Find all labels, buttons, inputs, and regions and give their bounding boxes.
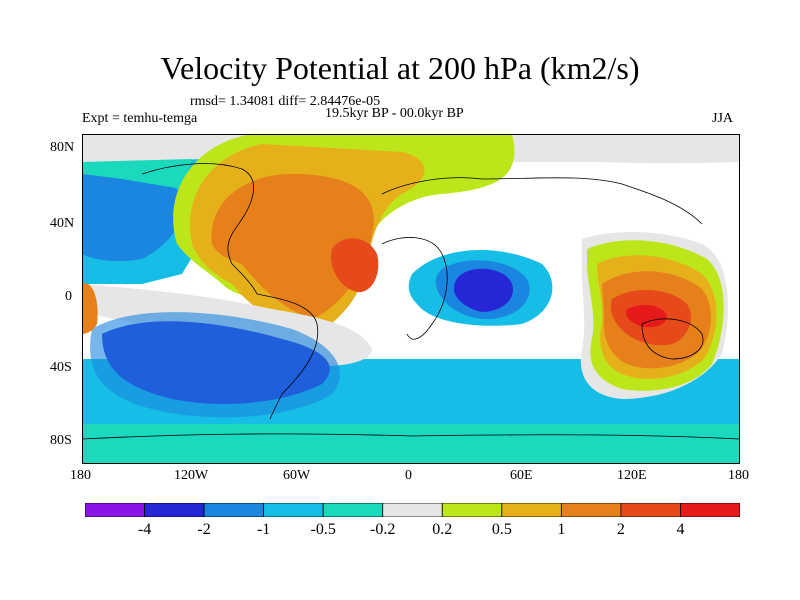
x-tick-120e: 120E [617,468,647,483]
colorbar-swatch [441,503,503,517]
colorbar-swatch [382,503,443,517]
colorbar-swatch [203,503,265,517]
x-tick-180w: 180 [70,468,91,483]
page-title: Velocity Potential at 200 hPa (km2/s) [160,50,640,86]
australia-coast [641,318,704,360]
south-pacific-blue-halo [90,312,340,418]
antarctic-band [82,424,740,464]
colorbar-label: -1 [256,521,271,538]
coastlines [82,163,740,440]
colorbar-label: -0.2 [370,521,396,538]
period-label: 19.5kyr BP - 00.0kyr BP [325,106,464,121]
positive-orange-core [211,174,374,319]
pacific-blue-region [82,164,185,262]
y-tick-80n: 80N [50,140,75,155]
colorbar-label: 0.5 [491,521,512,538]
dateline-orange [82,283,98,334]
map-border [82,134,740,464]
y-tick-40n: 40N [50,216,75,231]
y-tick-40s: 40S [50,360,72,375]
australia-red-core [626,304,667,328]
colorbar-swatch [85,503,145,517]
north-pacific-teal [82,159,192,189]
velocity-potential-map [82,134,740,464]
colorbar-label: 0.2 [432,521,453,538]
colorbar-swatch [144,503,205,517]
map-panel [82,134,740,464]
x-tick-180e: 180 [728,468,749,483]
colorbar-swatch [560,503,622,517]
positive-dark-orange-core [331,238,379,293]
colorbar-label: -4 [137,521,152,538]
x-tick-60w: 60W [283,468,311,483]
x-tick-0: 0 [405,468,412,483]
colorbar-swatch [322,503,384,517]
season-label: JJA [712,111,734,126]
stats-text: rmsd= 1.34081 diff= 2.84476e-05 [190,94,381,109]
northeast-neutral [512,134,740,164]
colorbar-swatch [501,503,562,517]
experiment-label: Expt = temhu-temga [82,111,198,126]
colorbar-swatch [680,503,740,517]
y-tick-0: 0 [65,289,72,304]
indian-ocean-deep-blue [454,268,513,312]
x-tick-60e: 60E [510,468,533,483]
x-tick-120w: 120W [174,468,209,483]
colorbar-label: 2 [616,521,625,538]
colorbar-label: -0.5 [310,521,336,538]
africa-coast [381,237,448,340]
colorbar-label: 1 [557,521,566,538]
y-tick-80s: 80S [50,433,72,448]
eurasia-coast [381,177,703,225]
colorbar-label: -2 [197,521,211,538]
colorbar-swatch [620,503,681,517]
antarctica-coast [82,433,740,440]
south-america-coast [256,293,319,420]
colorbar-label: 4 [676,521,685,538]
north-america-coast [141,163,258,295]
colorbar [85,503,740,517]
colorbar-swatch [263,503,324,517]
